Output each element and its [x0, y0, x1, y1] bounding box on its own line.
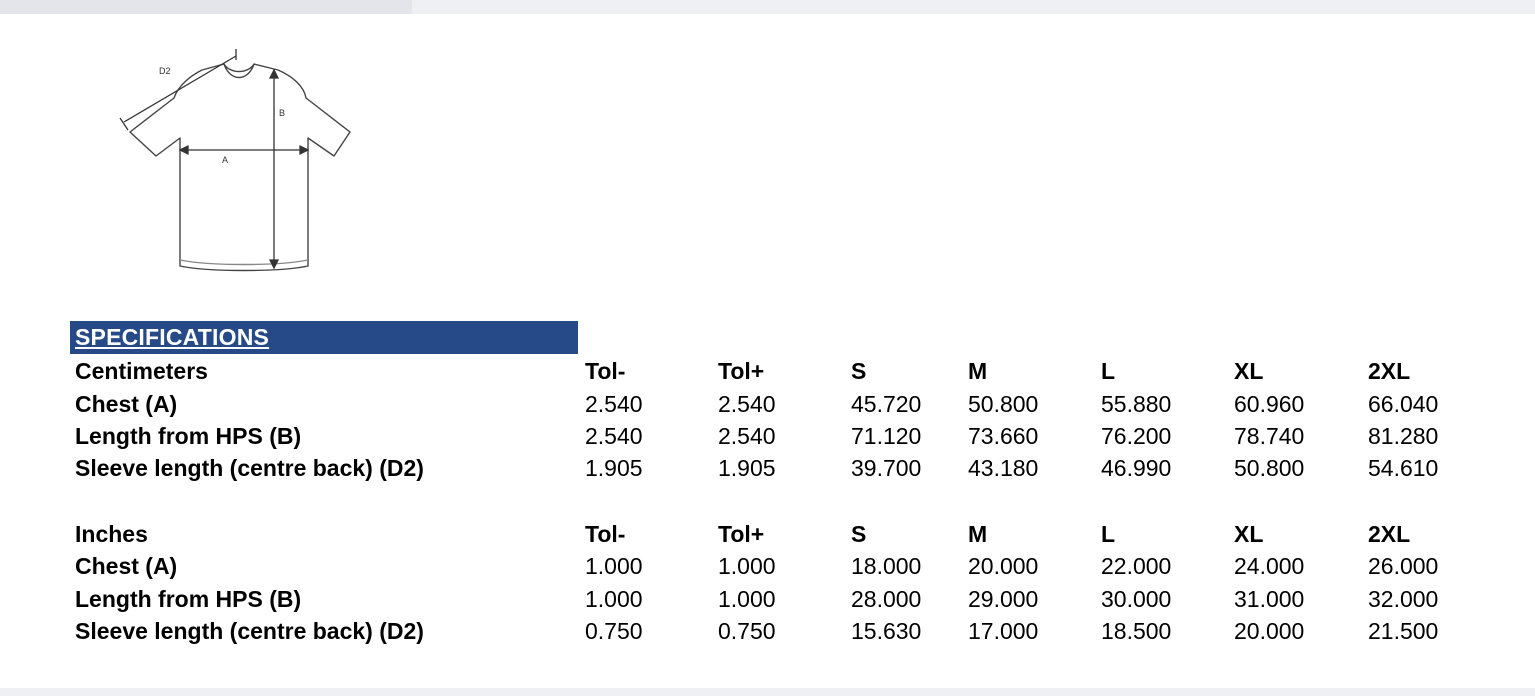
bottom-bar: [0, 688, 1535, 696]
cm-header-row: Centimeters Tol- Tol+ S M L XL 2XL: [0, 356, 1535, 386]
cm-unit-label: Centimeters: [75, 358, 208, 384]
cell-value: 2.540: [585, 423, 643, 449]
cell-value: 0.750: [585, 618, 643, 644]
cell-value: 20.000: [968, 553, 1039, 579]
table-row: Sleeve length (centre back) (D2) 1.905 1…: [0, 453, 1535, 483]
cell-value: 21.500: [1368, 618, 1439, 644]
cell-value: 1.905: [718, 455, 776, 481]
col-header: 2XL: [1368, 358, 1411, 384]
cell-value: 66.040: [1368, 391, 1439, 417]
col-header: Tol+: [718, 358, 765, 384]
specifications-title: SPECIFICATIONS: [75, 324, 270, 350]
tshirt-measurement-diagram: A B D2: [119, 49, 351, 272]
col-header: XL: [1234, 521, 1264, 547]
specifications-header: SPECIFICATIONS: [70, 321, 578, 354]
in-unit-label: Inches: [75, 521, 148, 547]
cell-value: 31.000: [1234, 586, 1305, 612]
col-header: 2XL: [1368, 521, 1411, 547]
diagram-label-a: A: [222, 155, 228, 165]
top-bar-segment: [0, 0, 412, 14]
cell-value: 17.000: [968, 618, 1039, 644]
table-row: Length from HPS (B) 1.000 1.000 28.000 2…: [0, 584, 1535, 614]
cell-value: 1.905: [585, 455, 643, 481]
cell-value: 15.630: [851, 618, 922, 644]
col-header: M: [968, 358, 988, 384]
table-row: Length from HPS (B) 2.540 2.540 71.120 7…: [0, 421, 1535, 451]
cell-value: 1.000: [718, 553, 776, 579]
table-row: Chest (A) 2.540 2.540 45.720 50.800 55.8…: [0, 389, 1535, 419]
col-header: XL: [1234, 358, 1264, 384]
cell-value: 50.800: [968, 391, 1039, 417]
cell-value: 2.540: [718, 423, 776, 449]
tshirt-hem: [179, 259, 309, 266]
cell-value: 55.880: [1101, 391, 1172, 417]
cell-value: 54.610: [1368, 455, 1439, 481]
col-header: S: [851, 521, 867, 547]
cell-value: 2.540: [585, 391, 643, 417]
row-label: Sleeve length (centre back) (D2): [75, 618, 424, 644]
cell-value: 1.000: [585, 586, 643, 612]
cell-value: 29.000: [968, 586, 1039, 612]
cell-value: 26.000: [1368, 553, 1439, 579]
cell-value: 20.000: [1234, 618, 1305, 644]
col-header: L: [1101, 358, 1116, 384]
cell-value: 2.540: [718, 391, 776, 417]
cell-value: 1.000: [718, 586, 776, 612]
row-label: Sleeve length (centre back) (D2): [75, 455, 424, 481]
tshirt-outline: [129, 63, 351, 272]
row-label: Length from HPS (B): [75, 586, 302, 612]
cell-value: 18.000: [851, 553, 922, 579]
row-label: Chest (A): [75, 553, 178, 579]
cell-value: 22.000: [1101, 553, 1172, 579]
cell-value: 78.740: [1234, 423, 1305, 449]
cell-value: 46.990: [1101, 455, 1172, 481]
col-header: L: [1101, 521, 1116, 547]
cell-value: 24.000: [1234, 553, 1305, 579]
cell-value: 73.660: [968, 423, 1039, 449]
cell-value: 60.960: [1234, 391, 1305, 417]
cell-value: 30.000: [1101, 586, 1172, 612]
row-label: Length from HPS (B): [75, 423, 302, 449]
cell-value: 43.180: [968, 455, 1039, 481]
diagram-label-b: B: [279, 108, 285, 118]
table-row: Chest (A) 1.000 1.000 18.000 20.000 22.0…: [0, 551, 1535, 581]
cell-value: 50.800: [1234, 455, 1305, 481]
col-header: Tol-: [585, 358, 626, 384]
cell-value: 32.000: [1368, 586, 1439, 612]
in-header-row: Inches Tol- Tol+ S M L XL 2XL: [0, 519, 1535, 549]
cell-value: 76.200: [1101, 423, 1172, 449]
col-header: S: [851, 358, 867, 384]
col-header: Tol+: [718, 521, 765, 547]
cell-value: 71.120: [851, 423, 922, 449]
cell-value: 81.280: [1368, 423, 1439, 449]
table-row: Sleeve length (centre back) (D2) 0.750 0…: [0, 616, 1535, 646]
sleeve-measure-line: [123, 55, 237, 123]
cell-value: 45.720: [851, 391, 922, 417]
cell-value: 1.000: [585, 553, 643, 579]
col-header: Tol-: [585, 521, 626, 547]
col-header: M: [968, 521, 988, 547]
top-bar: [0, 0, 1535, 14]
row-label: Chest (A): [75, 391, 178, 417]
cell-value: 39.700: [851, 455, 922, 481]
cell-value: 28.000: [851, 586, 922, 612]
cell-value: 0.750: [718, 618, 776, 644]
diagram-label-d2: D2: [159, 66, 171, 76]
tshirt-collar: [223, 63, 255, 79]
cell-value: 18.500: [1101, 618, 1172, 644]
